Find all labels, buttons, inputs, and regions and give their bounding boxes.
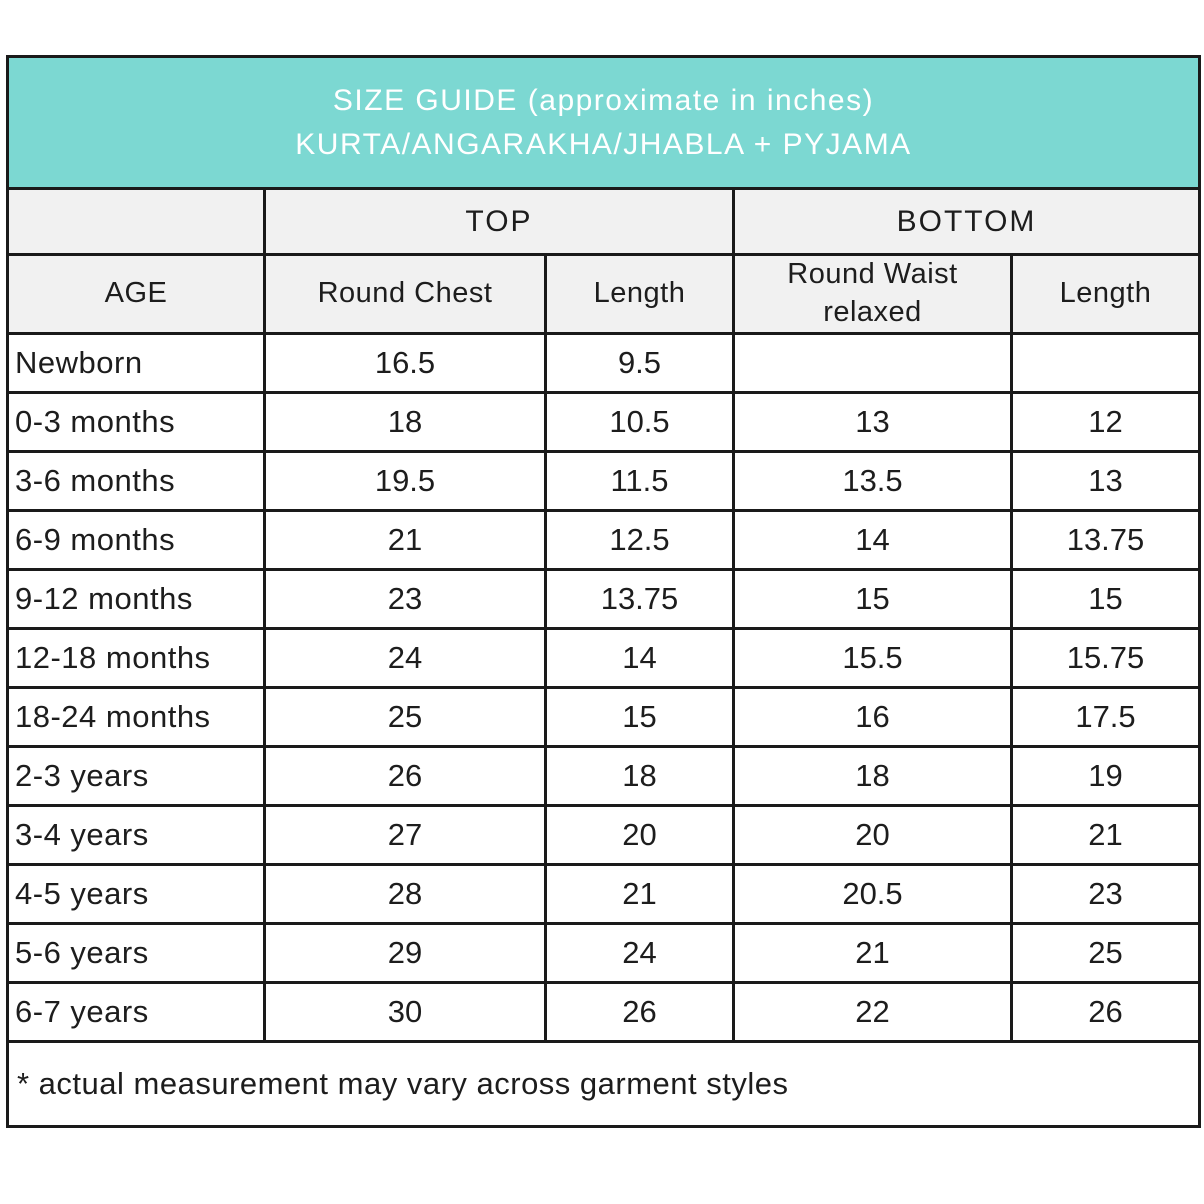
bottom-length-cell: 13.75: [1010, 509, 1201, 571]
group-header-row: TOP BOTTOM: [6, 187, 1201, 256]
title-line-2: KURTA/ANGARAKHA/JHABLA + PYJAMA: [295, 127, 912, 161]
column-header-age: AGE: [6, 253, 266, 335]
round-chest-cell: 23: [263, 568, 547, 630]
age-cell: 12-18 months: [6, 627, 266, 689]
bottom-length-cell: 12: [1010, 391, 1201, 453]
corner-empty-cell: [6, 187, 266, 256]
table-row-4-5-years: 4-5 years 28 21 20.5 23: [6, 863, 1201, 925]
footnote: * actual measurement may vary across gar…: [6, 1040, 1201, 1128]
age-cell: 3-6 months: [6, 450, 266, 512]
age-cell: 18-24 months: [6, 686, 266, 748]
round-waist-cell: [732, 332, 1013, 394]
age-cell: 5-6 years: [6, 922, 266, 984]
round-chest-cell: 18: [263, 391, 547, 453]
bottom-length-cell: 23: [1010, 863, 1201, 925]
round-waist-cell: 20: [732, 804, 1013, 866]
table-row-18-24-months: 18-24 months 25 15 16 17.5: [6, 686, 1201, 748]
round-chest-cell: 25: [263, 686, 547, 748]
footnote-row: * actual measurement may vary across gar…: [6, 1040, 1201, 1128]
title-row: SIZE GUIDE (approximate in inches) KURTA…: [6, 55, 1201, 190]
table-row-5-6-years: 5-6 years 29 24 21 25: [6, 922, 1201, 984]
table-row-3-4-years: 3-4 years 27 20 20 21: [6, 804, 1201, 866]
top-length-cell: 15: [544, 686, 735, 748]
top-length-cell: 9.5: [544, 332, 735, 394]
round-chest-cell: 27: [263, 804, 547, 866]
table-row-newborn: Newborn 16.5 9.5: [6, 332, 1201, 394]
table-row-0-3-months: 0-3 months 18 10.5 13 12: [6, 391, 1201, 453]
age-cell: 6-9 months: [6, 509, 266, 571]
column-header-bottom-length: Length: [1010, 253, 1201, 335]
round-waist-cell: 20.5: [732, 863, 1013, 925]
round-chest-cell: 30: [263, 981, 547, 1043]
round-waist-cell: 14: [732, 509, 1013, 571]
round-waist-cell: 18: [732, 745, 1013, 807]
top-length-cell: 12.5: [544, 509, 735, 571]
round-waist-cell: 16: [732, 686, 1013, 748]
round-chest-cell: 16.5: [263, 332, 547, 394]
table-row-2-3-years: 2-3 years 26 18 18 19: [6, 745, 1201, 807]
bottom-length-cell: 25: [1010, 922, 1201, 984]
table-row-3-6-months: 3-6 months 19.5 11.5 13.5 13: [6, 450, 1201, 512]
top-length-cell: 26: [544, 981, 735, 1043]
round-chest-cell: 26: [263, 745, 547, 807]
title-line-1: SIZE GUIDE (approximate in inches): [332, 83, 875, 117]
top-length-cell: 21: [544, 863, 735, 925]
bottom-length-cell: 13: [1010, 450, 1201, 512]
age-cell: 2-3 years: [6, 745, 266, 807]
group-header-bottom: BOTTOM: [732, 187, 1201, 256]
bottom-length-cell: 17.5: [1010, 686, 1201, 748]
bottom-length-cell: 19: [1010, 745, 1201, 807]
age-cell: 9-12 months: [6, 568, 266, 630]
size-guide-table: SIZE GUIDE (approximate in inches) KURTA…: [6, 55, 1201, 1128]
column-header-row: AGE Round Chest Length Round Waist relax…: [6, 253, 1201, 335]
bottom-length-cell: [1010, 332, 1201, 394]
top-length-cell: 14: [544, 627, 735, 689]
bottom-length-cell: 15.75: [1010, 627, 1201, 689]
bottom-length-cell: 15: [1010, 568, 1201, 630]
round-chest-cell: 19.5: [263, 450, 547, 512]
column-header-round-waist: Round Waist relaxed: [732, 253, 1013, 335]
age-cell: 0-3 months: [6, 391, 266, 453]
round-chest-cell: 21: [263, 509, 547, 571]
top-length-cell: 13.75: [544, 568, 735, 630]
top-length-cell: 24: [544, 922, 735, 984]
table-row-12-18-months: 12-18 months 24 14 15.5 15.75: [6, 627, 1201, 689]
round-waist-cell: 15: [732, 568, 1013, 630]
round-chest-cell: 29: [263, 922, 547, 984]
top-length-cell: 18: [544, 745, 735, 807]
table-row-9-12-months: 9-12 months 23 13.75 15 15: [6, 568, 1201, 630]
top-length-cell: 20: [544, 804, 735, 866]
round-waist-cell: 15.5: [732, 627, 1013, 689]
round-waist-cell: 22: [732, 981, 1013, 1043]
table-title-banner: SIZE GUIDE (approximate in inches) KURTA…: [6, 55, 1201, 190]
round-chest-cell: 28: [263, 863, 547, 925]
round-chest-cell: 24: [263, 627, 547, 689]
top-length-cell: 10.5: [544, 391, 735, 453]
bottom-length-cell: 21: [1010, 804, 1201, 866]
column-header-round-chest: Round Chest: [263, 253, 547, 335]
group-header-top: TOP: [263, 187, 735, 256]
round-waist-cell: 21: [732, 922, 1013, 984]
age-cell: 4-5 years: [6, 863, 266, 925]
top-length-cell: 11.5: [544, 450, 735, 512]
column-header-top-length: Length: [544, 253, 735, 335]
age-cell: Newborn: [6, 332, 266, 394]
age-cell: 3-4 years: [6, 804, 266, 866]
round-waist-cell: 13: [732, 391, 1013, 453]
table-row-6-7-years: 6-7 years 30 26 22 26: [6, 981, 1201, 1043]
table-row-6-9-months: 6-9 months 21 12.5 14 13.75: [6, 509, 1201, 571]
bottom-length-cell: 26: [1010, 981, 1201, 1043]
age-cell: 6-7 years: [6, 981, 266, 1043]
round-waist-cell: 13.5: [732, 450, 1013, 512]
